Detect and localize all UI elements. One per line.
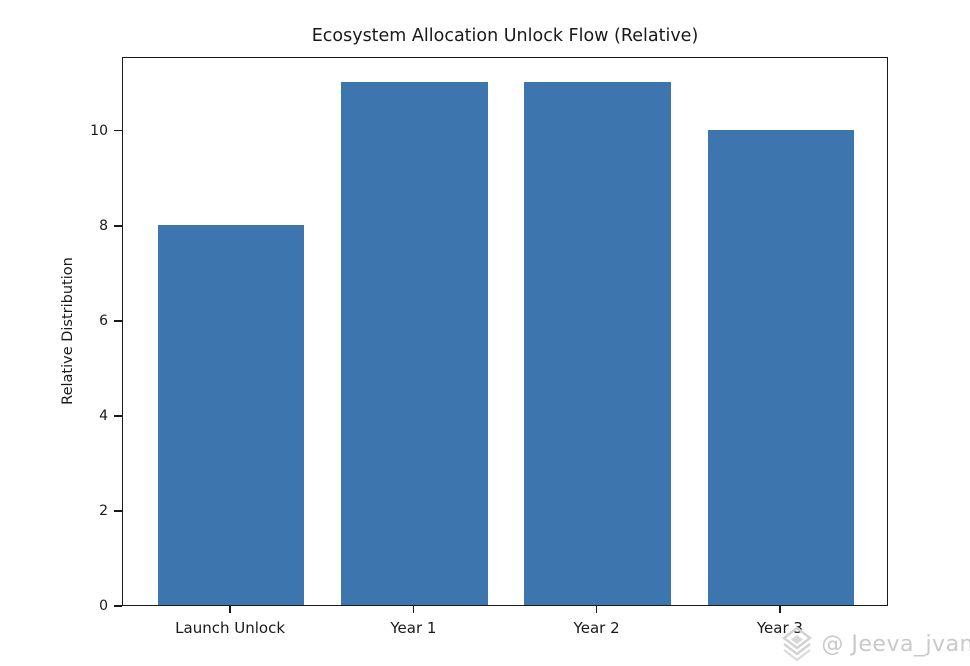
plot-area (122, 57, 888, 606)
y-tick-mark (114, 225, 122, 227)
y-tick-label: 10 (90, 122, 108, 139)
y-tick-mark (114, 415, 122, 417)
chart-title: Ecosystem Allocation Unlock Flow (Relati… (311, 26, 699, 46)
diamond-logo-icon (782, 626, 813, 662)
watermark-text: @ Jeeva_jvan (821, 631, 970, 657)
y-tick-mark (114, 129, 122, 132)
watermark: @ Jeeva_jvan (776, 623, 970, 665)
x-tick-mark (412, 606, 415, 613)
bar-launch-unlock (157, 224, 305, 605)
x-tick-mark (595, 606, 598, 613)
x-tick-mark (779, 606, 781, 613)
y-tick-mark (114, 605, 122, 607)
bar-year-3 (707, 129, 855, 605)
y-tick-label: 2 (99, 502, 108, 519)
x-tick-mark (229, 606, 231, 613)
y-tick-label: 6 (99, 312, 108, 329)
x-tick-label: Year 2 (573, 619, 620, 637)
y-tick-mark (114, 510, 122, 512)
y-tick-label: 0 (99, 598, 108, 614)
y-axis-label: Relative Distribution (60, 257, 76, 405)
x-tick-label: Launch Unlock (175, 619, 286, 637)
y-tick-label: 4 (99, 407, 108, 424)
bar-year-2 (524, 82, 671, 605)
y-tick-mark (114, 320, 122, 322)
x-tick-label: Year 1 (390, 619, 437, 637)
bar-year-1 (341, 82, 488, 605)
y-tick-label: 8 (99, 217, 108, 234)
